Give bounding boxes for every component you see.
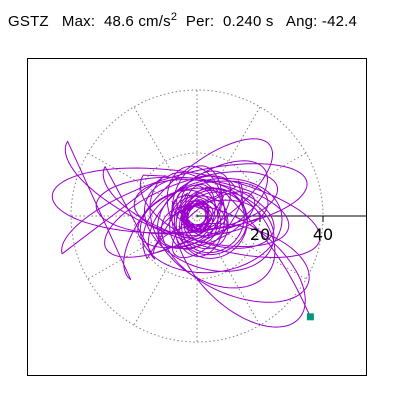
- station-code: GSTZ: [8, 13, 49, 30]
- plot-header: GSTZ Max: 48.6 cm/s2 Per: 0.240 s Ang: -…: [8, 11, 358, 35]
- max-unit: cm/s: [138, 13, 171, 30]
- grid-spoke-210: [87, 215, 198, 280]
- trace-layer: [51, 138, 321, 328]
- particle-motion-trace: [51, 138, 321, 328]
- angle-label: Ang:: [285, 13, 318, 30]
- angle-value: -42.4: [321, 13, 358, 30]
- tick-labels: 20 40: [250, 225, 333, 244]
- max-label: Max:: [61, 13, 96, 30]
- tick-label-40: 40: [313, 225, 333, 244]
- period-label: Per:: [185, 13, 215, 30]
- max-value: 48.6: [103, 13, 134, 30]
- trace-end-marker: [306, 313, 314, 321]
- max-unit-exponent: 2: [170, 11, 178, 23]
- period-value: 0.240 s: [222, 13, 274, 30]
- plot-frame: [27, 58, 367, 376]
- grid-spoke-150: [87, 152, 198, 217]
- tick-label-20: 20: [250, 225, 270, 244]
